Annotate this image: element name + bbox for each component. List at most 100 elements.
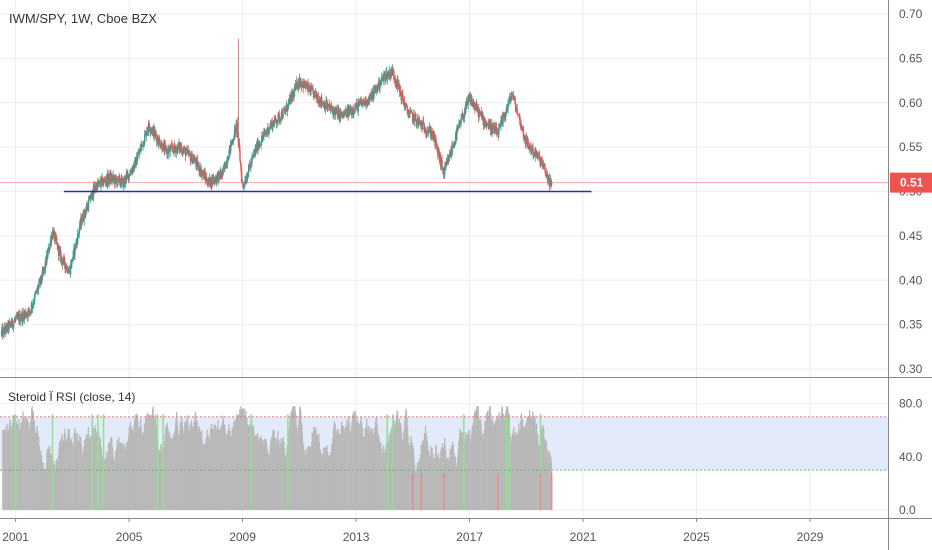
- candle-body: [281, 117, 284, 119]
- candle-body: [334, 109, 337, 116]
- y-tick-label: 0.60: [899, 96, 923, 110]
- candle-body: [137, 153, 139, 156]
- candle-body: [125, 176, 127, 183]
- candle-body: [94, 185, 96, 190]
- candle-body: [82, 214, 84, 221]
- candle-body: [9, 324, 12, 326]
- candle-body: [185, 148, 188, 153]
- candle-body: [391, 69, 394, 76]
- candle-body: [522, 126, 524, 134]
- candle-body: [431, 130, 433, 136]
- candle-body: [209, 177, 211, 187]
- candle-body: [17, 315, 19, 318]
- candle-body: [2, 328, 4, 336]
- candle-body: [0, 331, 3, 334]
- candle-body: [378, 79, 381, 89]
- candle-body: [99, 181, 101, 185]
- candle-body: [547, 178, 550, 182]
- candle-body: [489, 123, 492, 131]
- candle-body: [280, 120, 282, 121]
- candle-body: [187, 149, 189, 155]
- candle-body: [128, 174, 130, 181]
- candle-body: [172, 149, 174, 151]
- candle-body: [445, 161, 448, 165]
- candle-body: [105, 182, 107, 184]
- candle-body: [324, 103, 326, 110]
- candle-body: [296, 81, 298, 90]
- candle-body: [415, 119, 417, 122]
- candle-body: [445, 164, 447, 168]
- candle-body: [373, 89, 375, 99]
- candle-body: [389, 73, 392, 79]
- candle-body: [333, 107, 335, 111]
- candle-body: [175, 148, 177, 154]
- candle-body: [238, 142, 241, 151]
- candle-body: [277, 113, 279, 121]
- candle-body: [292, 93, 294, 98]
- candle-body: [405, 104, 408, 107]
- candle-body: [414, 114, 417, 120]
- candle-body: [379, 83, 382, 87]
- candle-body: [62, 257, 65, 263]
- candle-body: [538, 154, 540, 156]
- candle-body: [393, 75, 395, 79]
- candle-body: [68, 270, 70, 272]
- candle-body: [69, 264, 72, 275]
- candle-body: [355, 107, 357, 110]
- candle-body: [532, 147, 534, 155]
- candle-body: [15, 315, 17, 319]
- candle-body: [132, 166, 134, 172]
- candle-body: [61, 256, 63, 260]
- candle-body: [496, 132, 499, 135]
- candle-body: [179, 145, 182, 149]
- candle-body: [518, 114, 521, 117]
- candle-body: [227, 158, 230, 161]
- candle-body: [297, 88, 299, 90]
- candle-body: [511, 94, 514, 96]
- candle-body: [417, 120, 420, 124]
- candle-body: [197, 165, 199, 168]
- y-tick-label: 0.30: [899, 362, 923, 376]
- candle-body: [248, 164, 250, 167]
- candle-body: [520, 127, 523, 130]
- candle-body: [310, 86, 312, 95]
- candle-body: [545, 174, 547, 176]
- candle-body: [215, 175, 218, 182]
- candle-body: [293, 88, 296, 97]
- candle-body: [419, 121, 422, 125]
- candle-body: [55, 235, 57, 238]
- candle-body: [268, 130, 270, 135]
- candle-body: [409, 111, 411, 115]
- candle-body: [283, 109, 286, 112]
- candle-body: [88, 199, 90, 201]
- candle-body: [262, 137, 264, 139]
- candle-body: [148, 122, 150, 127]
- price-badge: 0.51: [890, 172, 932, 193]
- candle-body: [502, 114, 504, 124]
- candle-body: [217, 172, 219, 183]
- candle-body: [55, 237, 58, 242]
- candle-body: [248, 164, 250, 173]
- x-tick-label: 2029: [797, 530, 824, 544]
- candle-body: [171, 145, 173, 147]
- candle-body: [257, 140, 259, 151]
- candle-body: [356, 102, 358, 104]
- candle-body: [102, 177, 104, 186]
- x-tick-label: 2013: [343, 530, 370, 544]
- candle-body: [133, 161, 136, 169]
- candle-body: [529, 146, 531, 148]
- candle-body: [278, 113, 280, 121]
- candle-body: [183, 148, 186, 151]
- candle-body: [12, 323, 15, 329]
- candle-body: [426, 131, 429, 133]
- candle-body: [272, 121, 274, 124]
- candle-body: [25, 315, 28, 317]
- candle-body: [107, 173, 109, 183]
- candle-body: [222, 167, 224, 175]
- candle-body: [315, 91, 317, 98]
- candle-body: [398, 84, 401, 93]
- candle-body: [28, 308, 30, 312]
- candle-body: [476, 104, 478, 109]
